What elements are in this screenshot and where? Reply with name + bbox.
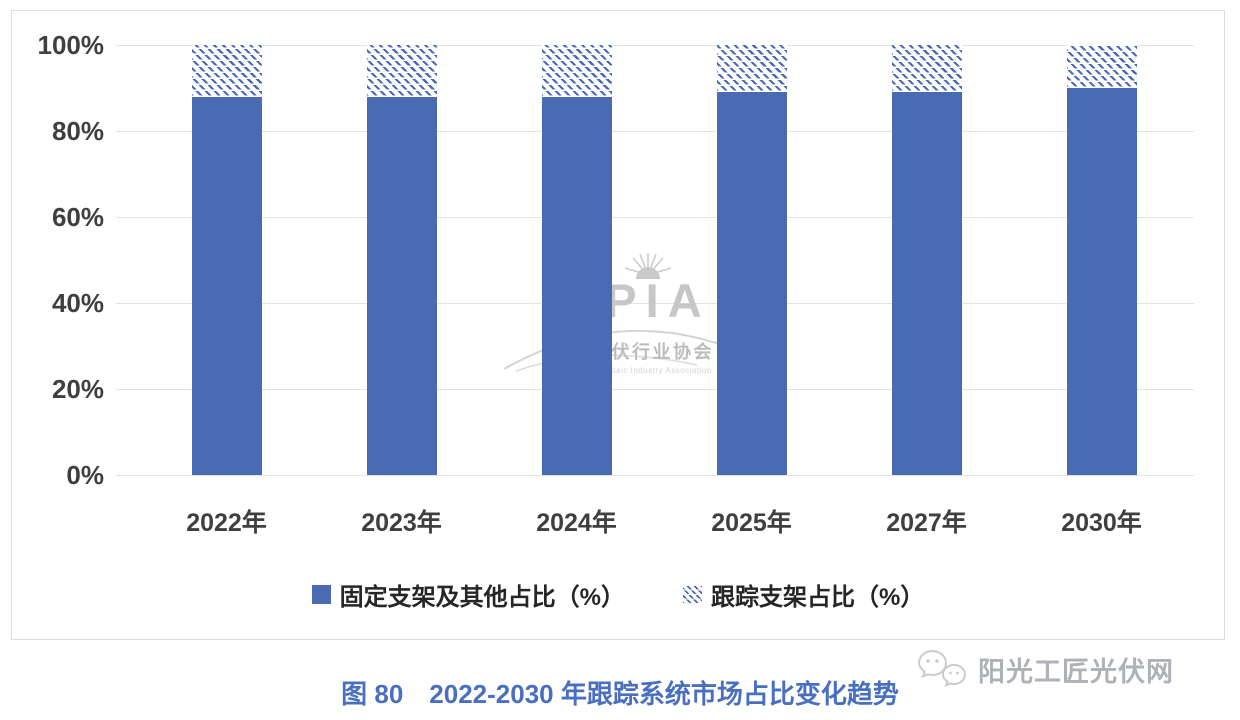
gridline — [116, 131, 1194, 132]
bar-segment-tracking — [191, 45, 262, 97]
gridline — [116, 217, 1194, 218]
bar-slot-2022年 — [139, 45, 314, 475]
bar-segment-tracking — [891, 45, 962, 93]
y-tick-label: 40% — [51, 288, 104, 318]
gridline — [116, 389, 1194, 390]
bar-segment-fixed — [366, 96, 437, 475]
wechat-icon — [917, 649, 967, 688]
bar-segment-tracking — [541, 45, 612, 97]
gridline — [116, 303, 1194, 304]
stacked-bar — [366, 45, 437, 475]
x-axis-label: 2022年 — [186, 509, 267, 537]
figure-caption-title: 2022-2030 年跟踪系统市场占比变化趋势 — [429, 679, 899, 709]
bar-segment-fixed — [716, 92, 787, 475]
legend-label: 固定支架及其他占比（%） — [339, 584, 625, 611]
x-axis-label: 2030年 — [1061, 509, 1142, 537]
y-tick-label: 80% — [51, 116, 104, 146]
bar-segment-fixed — [1066, 88, 1137, 475]
gridline — [116, 475, 1194, 476]
x-axis-label: 2024年 — [536, 509, 617, 537]
stacked-bar — [191, 45, 262, 475]
x-axis-label: 2027年 — [886, 509, 967, 537]
bar-slot-2024年 — [489, 45, 664, 475]
figure-caption: 图 80 2022-2030 年跟踪系统市场占比变化趋势 — [0, 674, 1240, 711]
y-tick-label: 0% — [66, 460, 104, 490]
plot-area — [116, 45, 1194, 476]
corner-watermark-text: 阳光工匠光伏网 — [978, 656, 1174, 687]
bar-segment-fixed — [541, 96, 612, 475]
chart-legend: 固定支架及其他占比（%） 跟踪支架占比（%） — [12, 577, 1224, 612]
bar-slot-2025年 — [664, 45, 839, 475]
bar-slot-2023年 — [314, 45, 489, 475]
x-axis-label: 2023年 — [361, 509, 442, 537]
corner-watermark: 阳光工匠光伏网 — [916, 648, 1174, 690]
chart-panel: 100% 80% 60% 40% 20% 0% CPIA — [11, 10, 1225, 640]
y-tick-label: 100% — [37, 30, 105, 60]
y-tick-label: 20% — [51, 374, 104, 404]
legend-item: 固定支架及其他占比（%） — [311, 577, 625, 612]
y-axis: 100% 80% 60% 40% 20% 0% — [12, 32, 105, 488]
legend-swatch-solid-icon — [311, 585, 331, 604]
bar-segment-fixed — [191, 96, 262, 475]
bar-slot-2027年 — [839, 45, 1014, 475]
stacked-bar — [891, 45, 962, 475]
legend-item: 跟踪支架占比（%） — [683, 577, 924, 612]
stacked-bar — [716, 45, 787, 475]
y-tick-label: 60% — [51, 202, 104, 232]
legend-swatch-hatched-icon — [683, 585, 702, 604]
x-axis-labels: 2022年 2023年 2024年 2025年 2027年 2030年 — [139, 503, 1189, 539]
bar-segment-fixed — [891, 92, 962, 475]
bars-group — [139, 45, 1189, 475]
figure-caption-number: 图 80 — [341, 679, 404, 709]
bar-segment-tracking — [366, 45, 437, 97]
x-axis-label: 2025年 — [711, 509, 792, 537]
bar-slot-2030年 — [1014, 45, 1189, 475]
bar-segment-tracking — [1066, 45, 1137, 88]
bar-segment-tracking — [716, 45, 787, 93]
legend-label: 跟踪支架占比（%） — [711, 584, 925, 611]
stacked-bar — [541, 45, 612, 475]
gridline — [116, 45, 1194, 46]
stacked-bar — [1066, 45, 1137, 475]
